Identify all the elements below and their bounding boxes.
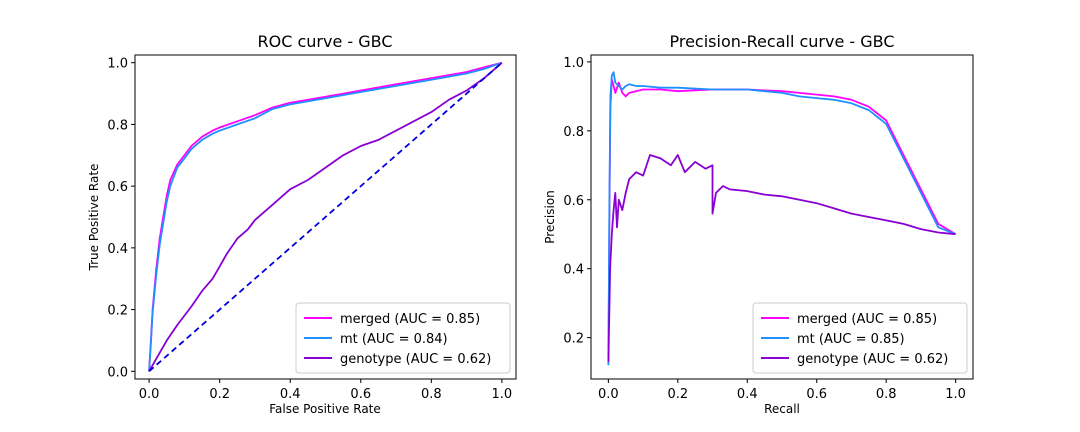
roc-series-line-2	[148, 62, 503, 372]
roc-legend: merged (AUC = 0.85) mt (AUC = 0.84) genoty…	[295, 302, 511, 374]
roc-series-line-3	[148, 62, 503, 372]
pr-chart-title: Precision-Recall curve - GBC	[669, 32, 894, 51]
roc-x-tick-label-0: 0.0	[139, 387, 160, 402]
roc-x-tick-label-4: 0.8	[421, 387, 442, 402]
pr-series-line-2	[607, 154, 956, 362]
pr-series-line-1	[607, 71, 956, 366]
roc-series-line-0	[148, 61, 503, 372]
pr-x-tick-label-2: 0.4	[737, 387, 758, 402]
roc-y-tick-label-0: 0.0	[107, 365, 128, 380]
pr-y-tick-label-4: 1.0	[563, 56, 584, 71]
roc-x-axis-label: False Positive Rate	[269, 402, 381, 416]
pr-x-tick-label-1: 0.2	[667, 387, 688, 402]
roc-x-tick-label-1: 0.2	[209, 387, 230, 402]
pr-plot-frame	[590, 54, 974, 380]
pr-y-tick-label-3: 0.8	[563, 125, 584, 140]
pr-chart: Precision-Recall curve - GBC 0.0 0.2 0.4 0.…	[543, 32, 974, 416]
pr-x-axis-label: Recall	[764, 402, 800, 416]
roc-series-line-1	[148, 61, 503, 372]
roc-y-axis-label: True Positive Rate	[87, 164, 101, 272]
roc-y-tick-label-4: 0.8	[107, 118, 128, 133]
pr-series-line-0	[607, 78, 957, 359]
roc-y-tick-label-5: 1.0	[107, 57, 128, 72]
roc-y-tick-label-2: 0.4	[107, 242, 128, 257]
pr-legend-label-2: genotype (AUC = 0.62)	[797, 352, 948, 367]
pr-legend-box	[752, 302, 968, 374]
pr-y-tick-label-2: 0.6	[563, 194, 584, 209]
pr-x-tick-label-4: 0.8	[876, 387, 897, 402]
roc-chart: ROC curve - GBC 0.0 0.2 0.4 0.6 0.8 1.0 0.0 0.2…	[87, 32, 517, 416]
roc-legend-box	[295, 302, 511, 374]
pr-legend-label-0: merged (AUC = 0.85)	[797, 312, 937, 327]
roc-legend-label-1: mt (AUC = 0.84)	[340, 332, 448, 347]
roc-plot-frame	[134, 54, 517, 380]
pr-y-tick-label-1: 0.4	[563, 263, 584, 278]
pr-y-tick-label-0: 0.2	[563, 332, 584, 347]
roc-legend-label-0: merged (AUC = 0.85)	[340, 312, 480, 327]
roc-y-tick-label-3: 0.6	[107, 180, 128, 195]
roc-x-tick-label-2: 0.4	[280, 387, 301, 402]
pr-x-tick-label-0: 0.0	[598, 387, 619, 402]
roc-legend-label-2: genotype (AUC = 0.62)	[340, 352, 491, 367]
roc-chart-title: ROC curve - GBC	[257, 32, 392, 51]
pr-y-axis-label: Precision	[543, 190, 557, 244]
pr-x-tick-label-3: 0.6	[806, 387, 827, 402]
roc-x-tick-label-5: 1.0	[492, 387, 513, 402]
roc-y-tick-label-1: 0.2	[107, 304, 128, 319]
roc-x-tick-label-3: 0.6	[350, 387, 371, 402]
pr-x-tick-label-5: 1.0	[945, 387, 966, 402]
pr-legend-label-1: mt (AUC = 0.85)	[797, 332, 905, 347]
pr-legend: merged (AUC = 0.85) mt (AUC = 0.85) genoty…	[752, 302, 968, 374]
